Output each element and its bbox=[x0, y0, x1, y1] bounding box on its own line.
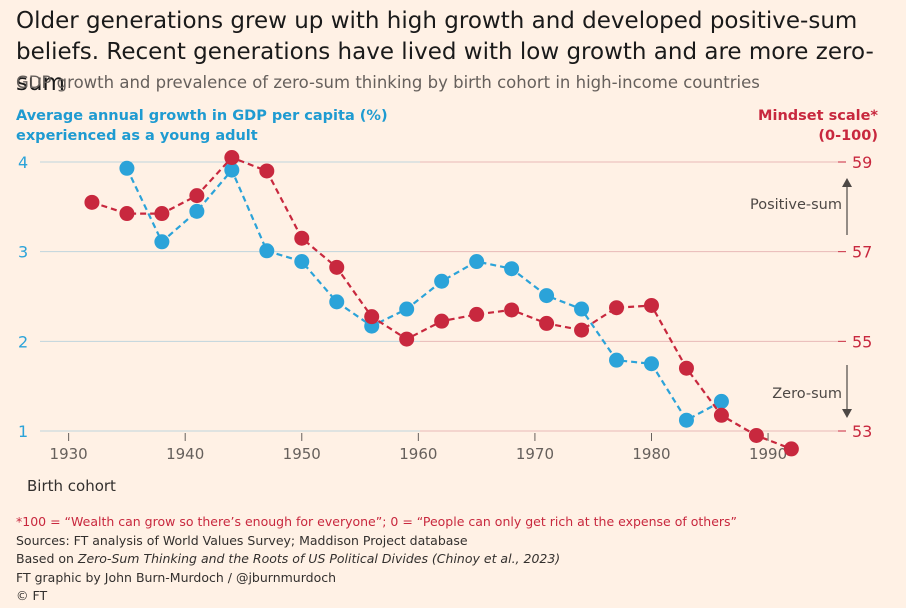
mindset-point bbox=[434, 314, 449, 329]
mindset-point bbox=[679, 361, 694, 376]
mindset-point bbox=[329, 260, 344, 275]
mindset-point bbox=[469, 307, 484, 322]
mindset-point bbox=[294, 231, 309, 246]
right-axis-label-line1: Mindset scale* bbox=[758, 106, 878, 126]
x-tick-label: 1990 bbox=[749, 445, 787, 463]
x-tick-label: 1950 bbox=[283, 445, 321, 463]
mindset-point bbox=[259, 163, 274, 178]
left-tick-label: 1 bbox=[18, 422, 28, 441]
left-tick-label: 2 bbox=[18, 332, 28, 351]
zero-sum-arrow-head bbox=[842, 409, 852, 418]
gdp-growth-point bbox=[399, 302, 414, 317]
mindset-point bbox=[609, 300, 624, 315]
right-tick-label: 55 bbox=[852, 332, 872, 351]
mindset-point bbox=[784, 441, 799, 456]
gdp-growth-point bbox=[609, 353, 624, 368]
mindset-point bbox=[574, 323, 589, 338]
gdp-growth-point bbox=[574, 302, 589, 317]
gdp-growth-point bbox=[119, 161, 134, 176]
left-tick-label: 4 bbox=[18, 153, 28, 172]
x-tick-label: 1980 bbox=[632, 445, 670, 463]
positive-sum-arrow-head bbox=[842, 178, 852, 187]
gdp-growth-point bbox=[154, 234, 169, 249]
right-tick-label: 57 bbox=[852, 243, 872, 262]
gdp-growth-point bbox=[679, 413, 694, 428]
mindset-point bbox=[714, 408, 729, 423]
mindset-point bbox=[364, 309, 379, 324]
x-tick-label: 1960 bbox=[399, 445, 437, 463]
chart-subtitle: GDP growth and prevalence of zero-sum th… bbox=[16, 73, 760, 92]
footnote: *100 = “Wealth can grow so there’s enoug… bbox=[16, 514, 737, 529]
zero-sum-label: Zero-sum bbox=[772, 386, 842, 402]
mindset-point bbox=[119, 206, 134, 221]
mindset-point bbox=[189, 188, 204, 203]
x-tick-label: 1970 bbox=[516, 445, 554, 463]
mindset-point bbox=[539, 316, 554, 331]
mindset-point bbox=[399, 332, 414, 347]
sources: Sources: FT analysis of World Values Sur… bbox=[16, 533, 468, 548]
copyright: © FT bbox=[16, 588, 47, 603]
gdp-growth-point bbox=[294, 254, 309, 269]
mindset-point bbox=[84, 195, 99, 210]
mindset-point bbox=[224, 150, 239, 165]
gdp-growth-point bbox=[539, 288, 554, 303]
based-on-prefix: Based on bbox=[16, 551, 78, 566]
gdp-growth-point bbox=[259, 243, 274, 258]
credit: FT graphic by John Burn-Murdoch / @jburn… bbox=[16, 570, 336, 585]
based-on: Based on Zero-Sum Thinking and the Roots… bbox=[16, 551, 560, 566]
paper-citation: Zero-Sum Thinking and the Roots of US Po… bbox=[78, 551, 560, 566]
mindset-point bbox=[644, 298, 659, 313]
left-tick-label: 3 bbox=[18, 243, 28, 262]
right-tick-label: 59 bbox=[852, 153, 872, 172]
x-axis-label: Birth cohort bbox=[27, 477, 116, 495]
mindset-point bbox=[749, 428, 764, 443]
x-tick-label: 1930 bbox=[50, 445, 88, 463]
gdp-growth-point bbox=[469, 254, 484, 269]
x-tick-label: 1940 bbox=[166, 445, 204, 463]
gdp-growth-point bbox=[434, 274, 449, 289]
left-axis-label-line1: Average annual growth in GDP per capita … bbox=[16, 106, 388, 126]
mindset-point bbox=[504, 302, 519, 317]
right-tick-label: 53 bbox=[852, 422, 872, 441]
gdp-growth-point bbox=[504, 261, 519, 276]
positive-sum-label: Positive-sum bbox=[750, 197, 842, 213]
gdp-growth-point bbox=[329, 294, 344, 309]
mindset-point bbox=[154, 206, 169, 221]
gdp-growth-point bbox=[644, 356, 659, 371]
gdp-growth-line bbox=[127, 168, 722, 420]
chart-plot: 1 2 3 4 53 55 57 59 1930 1940 1950 1960 1970 1980 1990… bbox=[0, 140, 906, 500]
gdp-growth-point bbox=[189, 204, 204, 219]
